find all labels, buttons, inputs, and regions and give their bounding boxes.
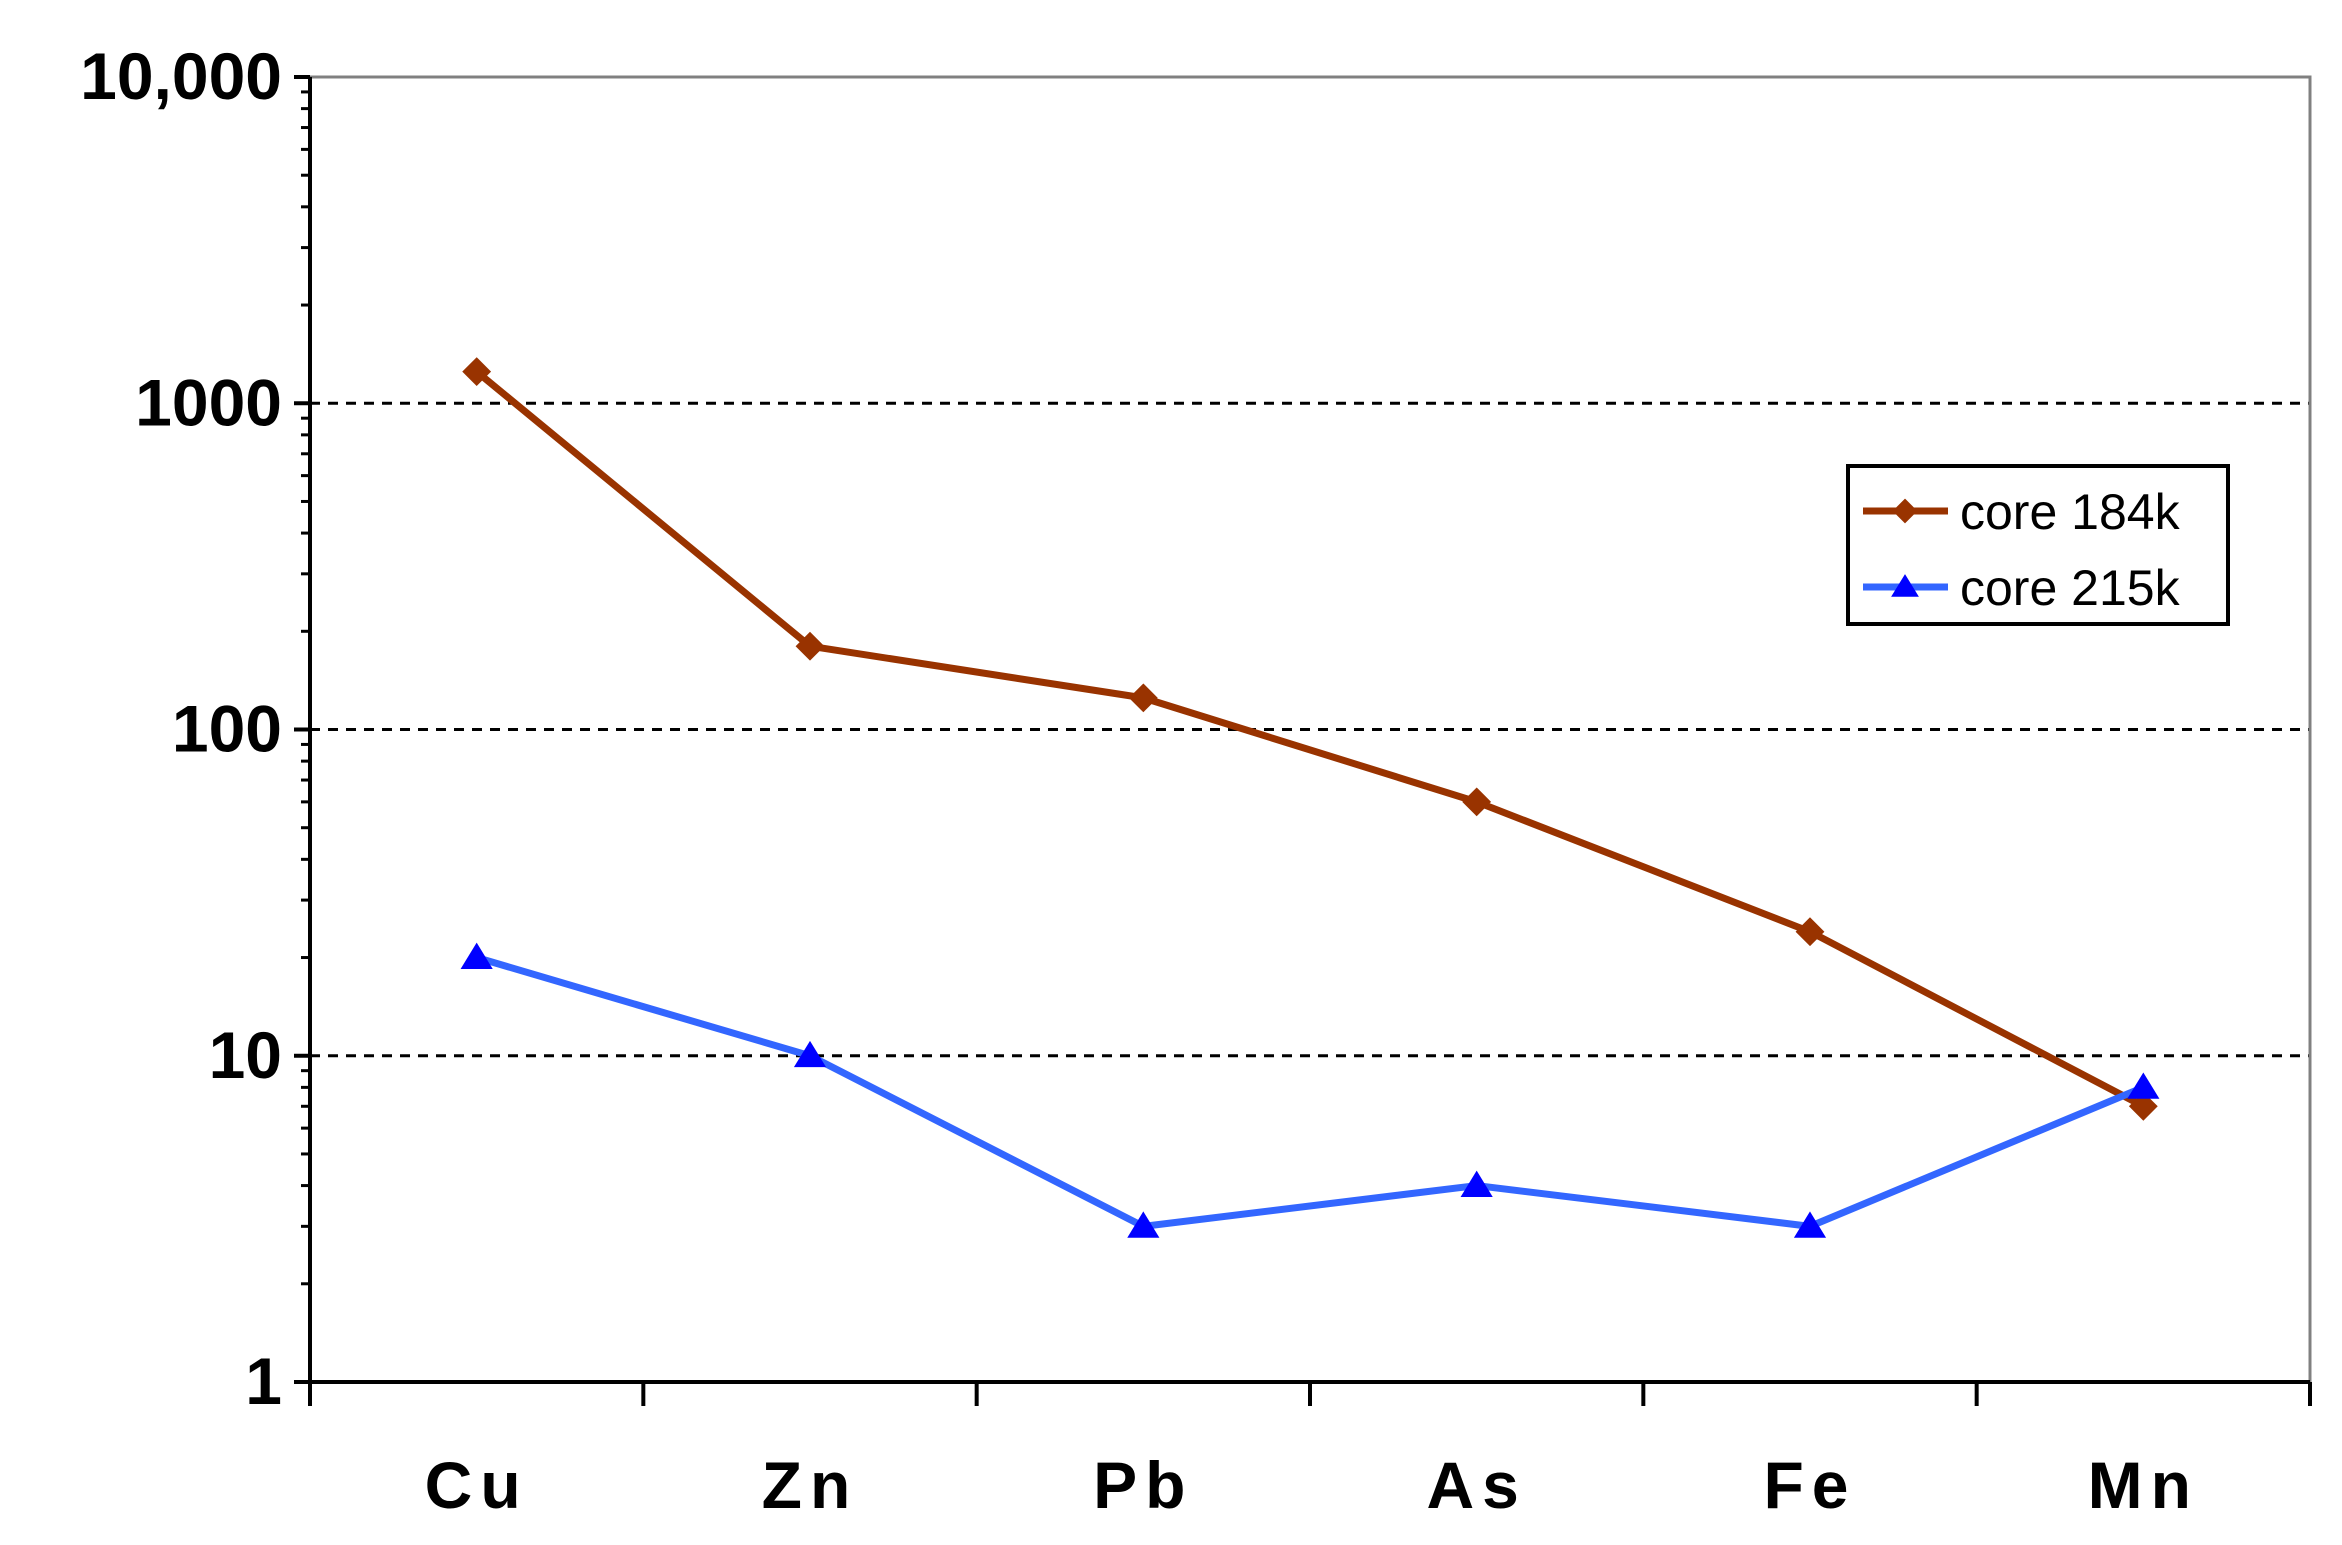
y-axis-ticks: 1 10 100 1000 10,000 xyxy=(80,39,310,1418)
y-tick-label: 1000 xyxy=(135,365,282,439)
x-tick-label: Pb xyxy=(1093,1448,1193,1522)
x-tick-label: Zn xyxy=(762,1448,859,1522)
y-tick-label: 100 xyxy=(172,692,282,766)
data-point xyxy=(795,631,825,661)
x-tick-label: As xyxy=(1426,1448,1526,1522)
y-tick-label: 1 xyxy=(245,1344,282,1418)
gridlines xyxy=(310,401,2310,1058)
data-point xyxy=(793,1040,827,1068)
data-point xyxy=(1128,683,1158,713)
data-point xyxy=(462,357,492,387)
series-line xyxy=(475,954,2145,1230)
legend: core 184k core 215k xyxy=(1846,464,2230,626)
legend-label: core 215k xyxy=(1960,560,2181,616)
legend-item: core 184k xyxy=(1863,484,2181,540)
series-line xyxy=(474,368,2145,1110)
y-tick-label: 10,000 xyxy=(80,39,282,113)
data-point xyxy=(1460,1170,1493,1197)
data-point xyxy=(1793,1211,1827,1238)
legend-item: core 215k xyxy=(1863,560,2181,616)
series-core-184k xyxy=(462,357,2158,1121)
legend-box xyxy=(1846,464,2230,626)
legend-marker xyxy=(1892,498,1918,524)
data-point xyxy=(1127,1211,1160,1238)
y-tick-label: 10 xyxy=(209,1018,282,1092)
data-point xyxy=(1795,917,1825,947)
series-core-215k xyxy=(460,942,2160,1238)
legend-label: core 184k xyxy=(1960,484,2181,540)
x-tick-label: Mn xyxy=(2088,1448,2199,1522)
x-axis-ticks: Cu Zn Pb As Fe Mn xyxy=(308,1382,2312,1522)
data-point xyxy=(1462,787,1492,817)
series-layer xyxy=(460,357,2160,1238)
x-tick-label: Cu xyxy=(425,1448,529,1522)
legend-marker xyxy=(1891,574,1919,597)
data-point xyxy=(2127,1072,2160,1099)
data-point xyxy=(460,942,493,969)
x-tick-label: Fe xyxy=(1763,1448,1856,1522)
data-point xyxy=(2128,1091,2158,1121)
